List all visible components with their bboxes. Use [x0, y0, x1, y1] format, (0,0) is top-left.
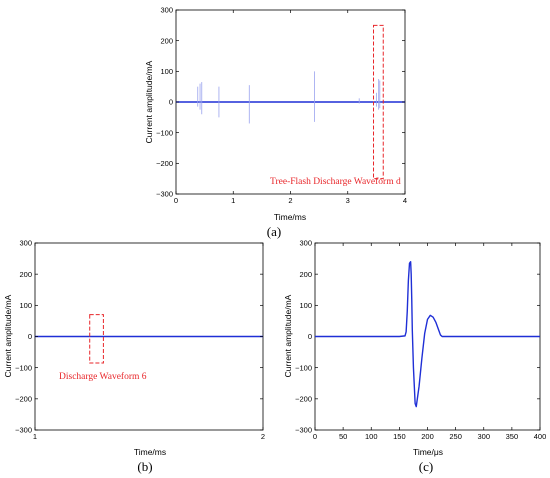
panel-a-chart: 300 200 100 0 −100 −200 −300 0 1 2 3 4 Tree-Flash … — [144, 6, 407, 239]
panel-c-x-tick-label: 250 — [449, 432, 462, 441]
panel-a-x-axis-label: Time/ms — [274, 212, 306, 222]
panel-a-annotation-text: Tree-Flash Discharge Waveform d — [270, 176, 401, 187]
panel-c-waveform-line — [315, 261, 540, 408]
panel-c-x-tick-label: 400 — [534, 432, 547, 441]
panel-b-y-axis-label: Current amplitude/mA — [3, 294, 13, 377]
panel-b-y-tick-label: 0 — [28, 332, 32, 341]
panel-b-x-tick-label: 2 — [261, 432, 265, 441]
panel-a-y-tick-label: 0 — [169, 98, 173, 107]
panel-a-x-tick-label: 0 — [174, 196, 178, 205]
panel-a-label: (a) — [267, 224, 281, 239]
panel-a-spikes — [197, 71, 381, 124]
panel-b-x-axis-label: Time/ms — [134, 447, 166, 457]
panel-c-y-ticks: 300 200 100 0 −100 −200 −300 — [295, 239, 540, 435]
panel-c-x-tick-label: 50 — [339, 432, 347, 441]
panel-b-y-tick-label: 200 — [19, 270, 32, 279]
panel-b-y-tick-label: −100 — [15, 363, 32, 372]
panel-a-x-tick-label: 4 — [403, 196, 407, 205]
panel-c-y-tick-label: 300 — [299, 239, 312, 248]
panel-c-y-tick-label: −300 — [295, 426, 312, 435]
panel-c-x-tick-label: 350 — [506, 432, 519, 441]
panel-c-label: (c) — [419, 459, 433, 474]
panel-c-x-tick-label: 0 — [313, 432, 317, 441]
panel-b-y-tick-label: 100 — [19, 301, 32, 310]
panel-c-y-tick-label: −100 — [295, 363, 312, 372]
panel-b-x-tick-label: 1 — [33, 432, 37, 441]
panel-c-y-tick-label: −200 — [295, 394, 312, 403]
panel-c-y-axis-label: Current amplitude/mA — [283, 294, 293, 377]
panel-b-y-tick-label: 300 — [19, 239, 32, 248]
panel-b-label: (b) — [137, 459, 152, 474]
panel-a-y-tick-label: 100 — [160, 67, 173, 76]
panel-c-y-tick-label: 100 — [299, 301, 312, 310]
panel-a-y-tick-label: 300 — [160, 6, 173, 15]
panel-c-x-axis-label: Time/μs — [413, 447, 443, 457]
panel-c-y-tick-label: 0 — [308, 332, 312, 341]
panel-b-y-tick-label: −300 — [15, 426, 32, 435]
panel-b-y-tick-label: −200 — [15, 394, 32, 403]
panel-a-x-tick-label: 1 — [231, 196, 235, 205]
panel-c-x-tick-label: 150 — [393, 432, 406, 441]
panel-b-annotation-box — [89, 314, 104, 364]
panel-b-y-ticks: 300 200 100 0 −100 −200 −300 — [15, 239, 263, 435]
panel-a-x-tick-label: 2 — [288, 196, 292, 205]
panel-a-y-tick-label: −100 — [156, 128, 173, 137]
panel-c-y-tick-label: 200 — [299, 270, 312, 279]
panel-a-y-tick-label: −300 — [156, 190, 173, 199]
panel-c-x-tick-label: 200 — [421, 432, 434, 441]
panel-a-x-ticks: 0 1 2 3 4 — [174, 10, 407, 205]
panel-a-x-tick-label: 3 — [346, 196, 350, 205]
panel-a-annotation-box — [373, 24, 384, 180]
panel-c-x-tick-label: 300 — [477, 432, 490, 441]
panel-c-x-ticks: 0 50 100 150 200 250 300 350 400 — [313, 243, 546, 441]
panel-a-y-tick-label: 200 — [160, 36, 173, 45]
panel-a-y-axis-label: Current amplitude/mA — [144, 60, 154, 143]
panel-c-x-tick-label: 100 — [365, 432, 378, 441]
panel-a-y-ticks: 300 200 100 0 −100 −200 −300 — [156, 6, 405, 199]
panel-b-annotation-text: Discharge Waveform 6 — [59, 371, 147, 382]
panel-a-y-tick-label: −200 — [156, 159, 173, 168]
